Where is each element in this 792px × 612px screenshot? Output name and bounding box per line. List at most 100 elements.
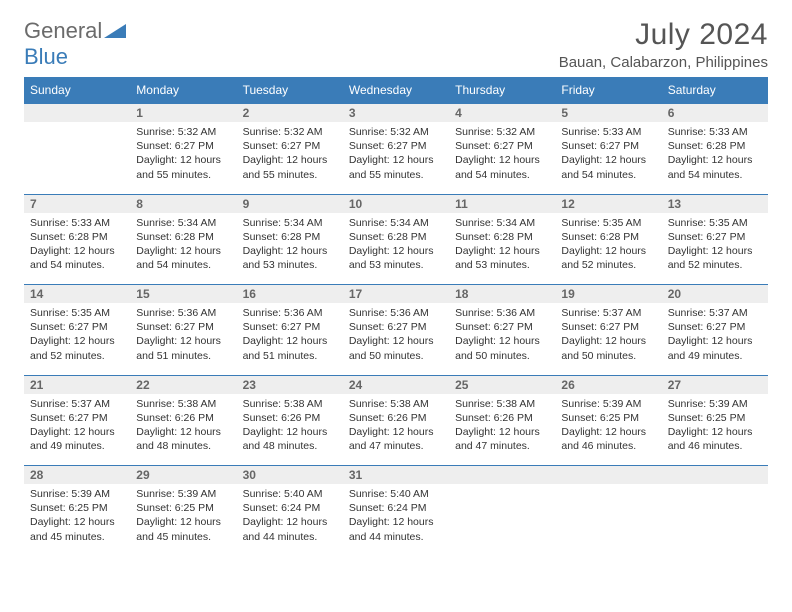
day-cell — [24, 122, 130, 194]
sunrise-text: Sunrise: 5:35 AM — [668, 216, 762, 230]
daynum-row: 28293031 — [24, 466, 768, 485]
daylight-text: and 45 minutes. — [30, 530, 124, 544]
sunset-text: Sunset: 6:25 PM — [668, 411, 762, 425]
sunrise-text: Sunrise: 5:38 AM — [349, 397, 443, 411]
day-number: 22 — [130, 375, 236, 394]
sunset-text: Sunset: 6:27 PM — [136, 320, 230, 334]
day-number: 19 — [555, 285, 661, 304]
sunrise-text: Sunrise: 5:36 AM — [349, 306, 443, 320]
daylight-text: Daylight: 12 hours — [136, 244, 230, 258]
day-cell: Sunrise: 5:38 AMSunset: 6:26 PMDaylight:… — [449, 394, 555, 466]
sunset-text: Sunset: 6:27 PM — [561, 320, 655, 334]
day-number: 12 — [555, 194, 661, 213]
daylight-text: Daylight: 12 hours — [668, 244, 762, 258]
daylight-text: and 47 minutes. — [349, 439, 443, 453]
daylight-text: and 44 minutes. — [349, 530, 443, 544]
content-row: Sunrise: 5:37 AMSunset: 6:27 PMDaylight:… — [24, 394, 768, 466]
day-cell: Sunrise: 5:39 AMSunset: 6:25 PMDaylight:… — [662, 394, 768, 466]
sunrise-text: Sunrise: 5:34 AM — [349, 216, 443, 230]
day-cell: Sunrise: 5:35 AMSunset: 6:28 PMDaylight:… — [555, 213, 661, 285]
sunrise-text: Sunrise: 5:37 AM — [561, 306, 655, 320]
sunset-text: Sunset: 6:25 PM — [30, 501, 124, 515]
day-cell: Sunrise: 5:33 AMSunset: 6:28 PMDaylight:… — [662, 122, 768, 194]
logo-text-1: General — [24, 18, 102, 43]
sunrise-text: Sunrise: 5:39 AM — [561, 397, 655, 411]
daylight-text: and 54 minutes. — [561, 168, 655, 182]
day-cell: Sunrise: 5:32 AMSunset: 6:27 PMDaylight:… — [449, 122, 555, 194]
daylight-text: Daylight: 12 hours — [349, 334, 443, 348]
day-number: 27 — [662, 375, 768, 394]
day-number: 5 — [555, 104, 661, 123]
day-cell — [662, 484, 768, 556]
sunrise-text: Sunrise: 5:35 AM — [561, 216, 655, 230]
sunset-text: Sunset: 6:27 PM — [561, 139, 655, 153]
sunrise-text: Sunrise: 5:35 AM — [30, 306, 124, 320]
daynum-row: 14151617181920 — [24, 285, 768, 304]
sunrise-text: Sunrise: 5:32 AM — [136, 125, 230, 139]
sunrise-text: Sunrise: 5:38 AM — [243, 397, 337, 411]
daylight-text: Daylight: 12 hours — [561, 334, 655, 348]
sunrise-text: Sunrise: 5:39 AM — [136, 487, 230, 501]
sunrise-text: Sunrise: 5:33 AM — [30, 216, 124, 230]
daylight-text: Daylight: 12 hours — [30, 425, 124, 439]
daylight-text: Daylight: 12 hours — [561, 153, 655, 167]
logo: GeneralBlue — [24, 18, 126, 70]
sunrise-text: Sunrise: 5:39 AM — [668, 397, 762, 411]
daylight-text: and 52 minutes. — [30, 349, 124, 363]
day-number: 13 — [662, 194, 768, 213]
sunrise-text: Sunrise: 5:37 AM — [668, 306, 762, 320]
daylight-text: and 54 minutes. — [668, 168, 762, 182]
day-cell: Sunrise: 5:36 AMSunset: 6:27 PMDaylight:… — [343, 303, 449, 375]
sunrise-text: Sunrise: 5:39 AM — [30, 487, 124, 501]
content-row: Sunrise: 5:32 AM Sunset: 6:27 PMDaylight:… — [24, 122, 768, 194]
col-monday: Monday — [130, 77, 236, 104]
day-cell: Sunrise: 5:33 AMSunset: 6:27 PMDaylight:… — [555, 122, 661, 194]
day-number: 31 — [343, 466, 449, 485]
day-number: 9 — [237, 194, 343, 213]
sunset-text: Sunset: 6:27 PM — [455, 320, 549, 334]
sunset-text: Sunset: 6:24 PM — [243, 501, 337, 515]
day-cell: Sunrise: 5:38 AMSunset: 6:26 PMDaylight:… — [237, 394, 343, 466]
day-number: 17 — [343, 285, 449, 304]
col-friday: Friday — [555, 77, 661, 104]
day-number: 1 — [130, 104, 236, 123]
day-cell: Sunrise: 5:37 AMSunset: 6:27 PMDaylight:… — [555, 303, 661, 375]
day-cell: Sunrise: 5:39 AMSunset: 6:25 PMDaylight:… — [130, 484, 236, 556]
col-tuesday: Tuesday — [237, 77, 343, 104]
daylight-text: Daylight: 12 hours — [668, 425, 762, 439]
day-cell: Sunrise: 5:32 AMSunset: 6:27 PMDaylight:… — [130, 122, 236, 194]
sunrise-text: Sunrise: 5:34 AM — [136, 216, 230, 230]
daylight-text: and 45 minutes. — [136, 530, 230, 544]
sunrise-text: Sunrise: 5:34 AM — [455, 216, 549, 230]
daylight-text: Daylight: 12 hours — [243, 425, 337, 439]
day-cell: Sunrise: 5:34 AMSunset: 6:28 PMDaylight:… — [237, 213, 343, 285]
sunrise-text: Sunrise: 5:40 AM — [243, 487, 337, 501]
daylight-text: and 44 minutes. — [243, 530, 337, 544]
sunrise-text: Sunrise: 5:33 AM — [561, 125, 655, 139]
day-cell: Sunrise: 5:34 AMSunset: 6:28 PMDaylight:… — [449, 213, 555, 285]
daylight-text: and 46 minutes. — [561, 439, 655, 453]
day-number: 3 — [343, 104, 449, 123]
day-number: 2 — [237, 104, 343, 123]
daylight-text: and 52 minutes. — [668, 258, 762, 272]
logo-triangle-icon — [104, 24, 126, 38]
day-cell: Sunrise: 5:39 AMSunset: 6:25 PMDaylight:… — [24, 484, 130, 556]
day-cell: Sunrise: 5:35 AMSunset: 6:27 PMDaylight:… — [662, 213, 768, 285]
page-title: July 2024 — [559, 18, 768, 52]
daylight-text: and 51 minutes. — [136, 349, 230, 363]
daylight-text: Daylight: 12 hours — [243, 515, 337, 529]
sunset-text: Sunset: 6:27 PM — [349, 320, 443, 334]
sunrise-text: Sunrise: 5:36 AM — [243, 306, 337, 320]
day-number: 29 — [130, 466, 236, 485]
sunset-text: Sunset: 6:27 PM — [30, 320, 124, 334]
sunset-text: Sunset: 6:26 PM — [455, 411, 549, 425]
col-wednesday: Wednesday — [343, 77, 449, 104]
sunset-text: Sunset: 6:24 PM — [349, 501, 443, 515]
sunrise-text: Sunrise: 5:32 AM — [243, 125, 337, 139]
day-cell: Sunrise: 5:37 AMSunset: 6:27 PMDaylight:… — [24, 394, 130, 466]
sunset-text: Sunset: 6:25 PM — [561, 411, 655, 425]
daylight-text: and 55 minutes. — [136, 168, 230, 182]
day-cell: Sunrise: 5:34 AMSunset: 6:28 PMDaylight:… — [130, 213, 236, 285]
sunset-text: Sunset: 6:25 PM — [136, 501, 230, 515]
daylight-text: Daylight: 12 hours — [30, 334, 124, 348]
